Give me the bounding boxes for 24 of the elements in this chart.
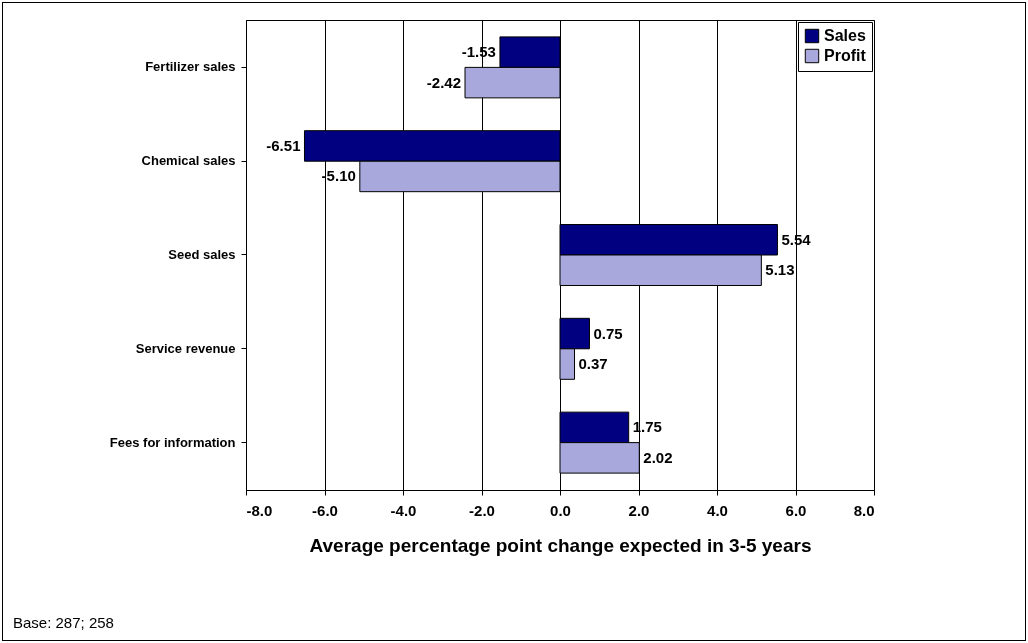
data-label: 2.02 [643,448,673,466]
x-tick-label: -6.0 [312,501,338,519]
x-tick-label: 6.0 [785,501,807,519]
x-tick-label: 4.0 [707,501,728,519]
y-tick-label: Service revenue [135,340,236,356]
x-tick-label: -4.0 [390,501,417,519]
x-tick-label: 8.0 [853,501,875,519]
legend-label: Profit [824,47,867,64]
data-label: 5.13 [765,261,795,279]
y-tick-label: Fertilizer sales [145,59,236,75]
data-label: 0.37 [578,355,608,373]
y-tick-label: Chemical sales [141,153,236,169]
x-axis-title: Average percentage point change expected in 3-5 years [309,534,812,556]
x-tick-label: 0.0 [550,501,571,519]
x-tick-label: -2.0 [469,501,495,519]
data-label: 0.75 [593,324,623,342]
legend-label: Sales [824,27,866,44]
data-label: -2.42 [426,73,462,91]
y-tick-label: Seed sales [168,247,236,262]
x-tick-label: -8.0 [246,501,273,519]
x-tick-label: 2.0 [628,501,650,519]
data-label: -6.51 [266,136,301,154]
y-tick-label: Fees for information [109,434,236,450]
text: Base: 287; 258 [13,614,114,631]
